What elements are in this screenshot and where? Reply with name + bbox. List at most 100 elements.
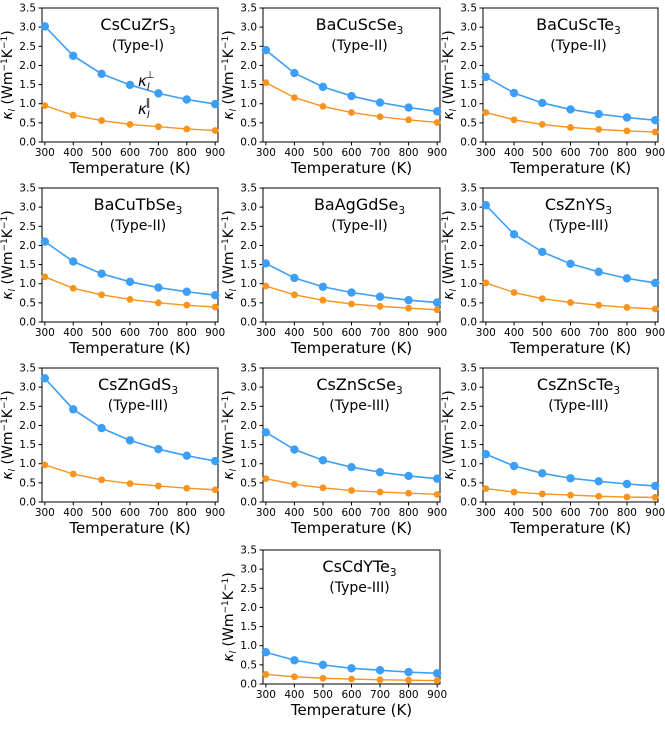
x-tick-label: 500 (313, 327, 333, 339)
y-label-units: (Wm (441, 432, 457, 469)
data-point-kappa_l_perp (481, 72, 491, 82)
data-point-kappa_l_par (376, 302, 384, 310)
x-axis-label: Temperature (K) (509, 159, 631, 177)
data-point-kappa_l_par (510, 488, 518, 496)
y-label-kappa: κ (221, 471, 237, 480)
y-label-units: K (441, 48, 457, 58)
data-point-kappa_l_perp (318, 282, 328, 291)
data-point-kappa_l_par (376, 676, 384, 684)
y-label-units: ) (441, 210, 457, 215)
data-point-kappa_l_perp (432, 669, 442, 678)
y-tick-label: 1.5 (19, 439, 36, 451)
y-label-units: ) (221, 30, 237, 35)
panel-cscdyte: 0.0 0.5 1.0 1.5 2.0 2.5 3.0 3.5 300 400 500 600 700 8… (221, 545, 447, 720)
y-label-units: K (221, 408, 237, 418)
x-tick-label: 900 (427, 327, 447, 339)
series-line-kappa_l_perp (485, 76, 656, 121)
x-tick-label: 500 (532, 507, 552, 519)
y-label-sub: l (229, 468, 239, 471)
y-label-units: K (441, 408, 457, 418)
chart-title: CsZnGdS3 (98, 375, 178, 397)
chart-title: CsZnScSe3 (316, 375, 402, 397)
data-point-kappa_l_perp (566, 105, 575, 114)
data-point-kappa_l_perp (538, 469, 547, 478)
y-label-units: (Wm (221, 614, 237, 651)
data-point-kappa_l_par (538, 120, 546, 128)
data-point-kappa_l_perp (538, 98, 547, 108)
y-tick-label: 2.0 (19, 240, 36, 252)
legend: κl⊥κl∥ (138, 70, 154, 121)
chart-title-base: CsCuZrS (100, 15, 169, 34)
data-point-kappa_l_perp (261, 45, 271, 55)
x-tick-label: 700 (148, 327, 168, 339)
x-tick-label: 600 (341, 507, 361, 519)
data-point-kappa_l_par (41, 102, 49, 110)
y-tick-label: 2.5 (19, 401, 36, 413)
y-axis-label: κl (Wm−1K−1) (221, 30, 239, 119)
data-point-kappa_l_perp (210, 291, 220, 300)
data-point-kappa_l_perp (404, 103, 413, 112)
data-point-kappa_l_par (211, 486, 219, 494)
x-axis-label: Temperature (K) (68, 519, 190, 537)
x-tick-label: 900 (645, 507, 665, 519)
y-label-exp: −1 (441, 58, 451, 71)
y-label-exp: −1 (221, 600, 231, 613)
y-label-units: ) (221, 572, 237, 577)
y-tick-label: 1.5 (19, 259, 36, 271)
data-point-kappa_l_par (433, 490, 441, 498)
x-tick-label: 800 (177, 327, 197, 339)
y-label-kappa: κ (221, 653, 237, 662)
y-tick-label: 3.0 (19, 382, 36, 394)
x-tick-label: 700 (589, 327, 609, 339)
y-label-units: (Wm (0, 252, 16, 289)
data-point-kappa_l_perp (509, 230, 519, 239)
data-point-kappa_l_par (183, 301, 191, 309)
y-axis-label: κl (Wm−1K−1) (0, 210, 18, 299)
x-tick-label: 500 (92, 507, 112, 519)
chart-subtitle: (Type-III) (108, 398, 169, 414)
data-point-kappa_l_perp (290, 68, 299, 78)
data-point-kappa_l_par (405, 676, 412, 684)
data-point-kappa_l_perp (509, 461, 519, 471)
y-tick-label: 3.5 (19, 3, 36, 15)
y-label-sub: l (8, 468, 18, 471)
x-tick-label: 300 (256, 689, 276, 701)
data-point-kappa_l_par (126, 480, 134, 488)
data-point-kappa_l_par (623, 127, 631, 135)
x-tick-label: 800 (617, 507, 637, 519)
x-tick-label: 500 (313, 147, 333, 159)
data-point-kappa_l_par (154, 123, 162, 131)
data-point-kappa_l_par (98, 117, 106, 124)
data-point-kappa_l_perp (318, 82, 328, 92)
data-point-kappa_l_par (510, 116, 518, 124)
data-point-kappa_l_perp (622, 274, 632, 283)
x-tick-label: 600 (560, 147, 580, 159)
y-label-exp: −1 (441, 216, 451, 229)
x-tick-label: 300 (256, 147, 276, 159)
y-tick-label: 1.5 (240, 79, 257, 91)
chart-title-subscript: 3 (605, 205, 612, 217)
y-label-units: (Wm (0, 72, 16, 109)
y-label-exp: −1 (0, 238, 10, 251)
chart-title: BaAgGdSe3 (314, 195, 405, 217)
y-label-units: ) (221, 210, 237, 215)
series-line-kappa_l_perp (485, 204, 656, 284)
y-tick-label: 2.5 (460, 401, 477, 413)
y-tick-label: 0.0 (460, 497, 477, 509)
chart-subtitle: (Type-III) (548, 398, 609, 414)
data-point-kappa_l_perp (650, 115, 660, 125)
data-point-kappa_l_perp (347, 664, 356, 673)
x-axis-label: Temperature (K) (68, 159, 190, 177)
data-point-kappa_l_par (154, 299, 162, 307)
x-axis-label: Temperature (K) (290, 701, 412, 719)
x-tick-label: 700 (370, 689, 390, 701)
data-point-kappa_l_perp (622, 479, 632, 489)
data-point-kappa_l_par (41, 273, 49, 281)
data-point-kappa_l_perp (97, 269, 106, 278)
y-tick-label: 2.0 (240, 420, 257, 432)
y-tick-label: 2.5 (240, 401, 257, 413)
data-point-kappa_l_par (348, 300, 355, 308)
y-tick-label: 3.0 (19, 202, 36, 214)
data-point-kappa_l_perp (40, 374, 50, 383)
